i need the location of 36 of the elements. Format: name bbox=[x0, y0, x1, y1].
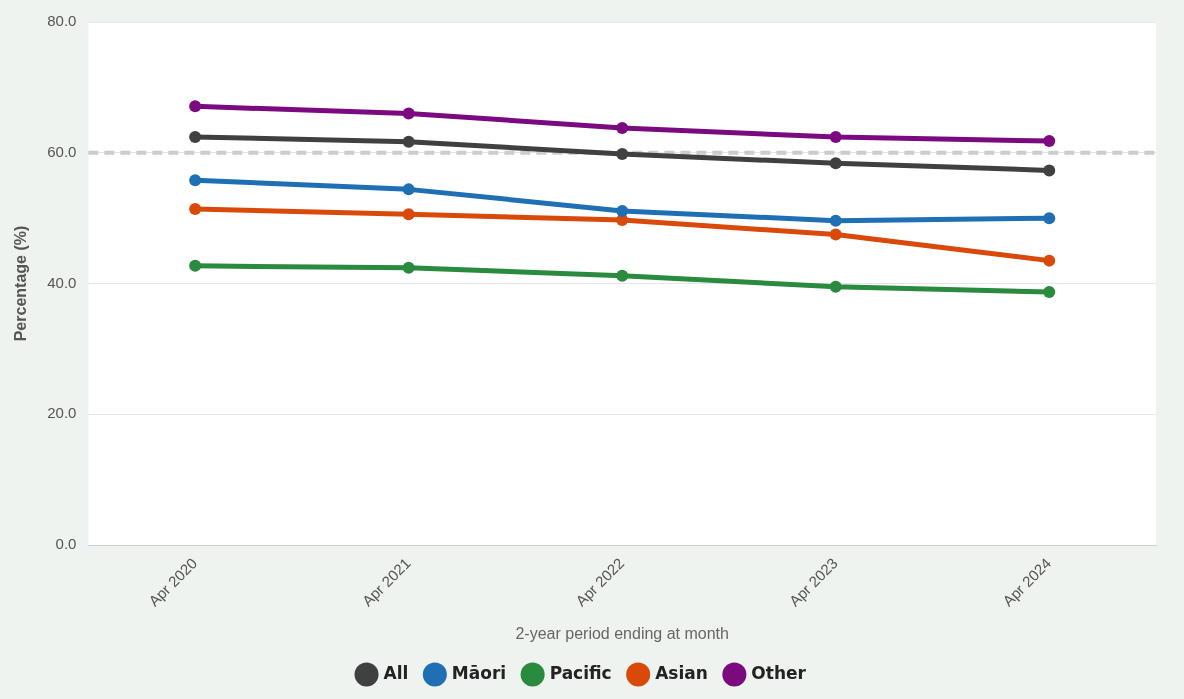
point bbox=[189, 259, 202, 272]
x-axis-title: 2-year period ending at month bbox=[515, 624, 729, 642]
point bbox=[616, 269, 629, 282]
point bbox=[189, 131, 202, 144]
y-axis-title: Percentage (%) bbox=[12, 225, 30, 342]
legend-label: All bbox=[383, 662, 409, 683]
point bbox=[1043, 212, 1056, 225]
point bbox=[1043, 164, 1056, 177]
point bbox=[616, 121, 629, 134]
legend-label: Other bbox=[751, 662, 807, 683]
point bbox=[402, 261, 415, 274]
point bbox=[829, 228, 842, 241]
point bbox=[829, 214, 842, 227]
point bbox=[1043, 254, 1056, 267]
legend-label: Pacific bbox=[549, 662, 612, 683]
point bbox=[402, 183, 415, 196]
point bbox=[402, 135, 415, 148]
point bbox=[1043, 134, 1056, 147]
y-tick-label: 80.0 bbox=[47, 12, 77, 30]
point bbox=[829, 280, 842, 293]
point bbox=[189, 100, 202, 113]
point bbox=[402, 208, 415, 221]
point bbox=[189, 202, 202, 215]
point bbox=[616, 204, 629, 217]
point bbox=[829, 131, 842, 144]
point bbox=[189, 174, 202, 187]
point bbox=[829, 157, 842, 170]
point bbox=[402, 107, 415, 120]
y-tick-label: 60.0 bbox=[47, 142, 77, 160]
point bbox=[1043, 286, 1056, 299]
y-tick-label: 0.0 bbox=[55, 535, 77, 553]
y-tick-label: 40.0 bbox=[47, 273, 77, 291]
legend-label: Asian bbox=[655, 662, 708, 683]
y-tick-label: 20.0 bbox=[47, 404, 77, 422]
point bbox=[616, 148, 629, 161]
legend-label: Māori bbox=[451, 662, 507, 683]
